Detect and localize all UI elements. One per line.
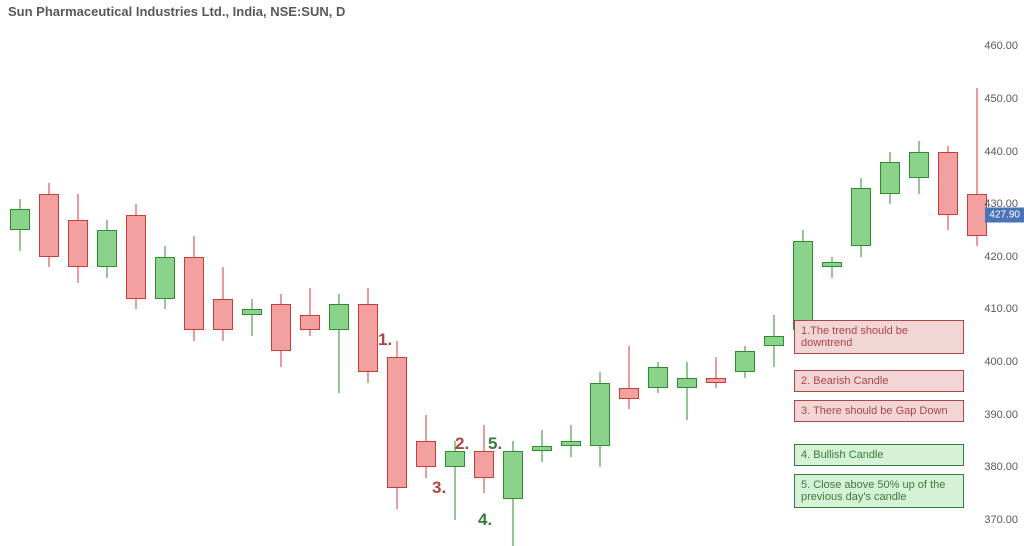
annotation-a4: 4.	[478, 510, 492, 530]
candle[interactable]	[184, 20, 204, 546]
candle[interactable]	[213, 20, 233, 546]
candle[interactable]	[503, 20, 523, 546]
candle[interactable]	[271, 20, 291, 546]
candle[interactable]	[706, 20, 726, 546]
candle[interactable]	[39, 20, 59, 546]
annotation-a3: 3.	[432, 478, 446, 498]
candle[interactable]	[329, 20, 349, 546]
candle-body	[764, 336, 784, 347]
candle[interactable]	[677, 20, 697, 546]
candle-body	[416, 441, 436, 467]
candle-body	[358, 304, 378, 372]
axis-tick: 400.00	[984, 356, 1018, 368]
candle[interactable]	[822, 20, 842, 546]
candle[interactable]	[619, 20, 639, 546]
candle-body	[474, 451, 494, 477]
axis-tick: 380.00	[984, 461, 1018, 473]
candle-body	[68, 220, 88, 267]
candle-body	[561, 441, 581, 446]
annotation-a1: 1.	[378, 330, 392, 350]
candle[interactable]	[851, 20, 871, 546]
candle-wick	[832, 257, 833, 278]
candle-body	[503, 451, 523, 498]
candle-body	[938, 152, 958, 215]
candle[interactable]	[416, 20, 436, 546]
legend-l5: 5. Close above 50% up of the previous da…	[794, 474, 964, 508]
candle-body	[851, 188, 871, 246]
candle-body	[822, 262, 842, 267]
candle[interactable]	[793, 20, 813, 546]
candle[interactable]	[242, 20, 262, 546]
axis-tick: 390.00	[984, 409, 1018, 421]
candle-body	[387, 357, 407, 489]
candle-body	[271, 304, 291, 351]
candle[interactable]	[126, 20, 146, 546]
candle-body	[677, 378, 697, 389]
candle[interactable]	[445, 20, 465, 546]
axis-tick: 370.00	[984, 514, 1018, 526]
candle-body	[242, 309, 262, 314]
candle[interactable]	[938, 20, 958, 546]
axis-tick: 420.00	[984, 251, 1018, 263]
candle-body	[880, 162, 900, 194]
candle-body	[155, 257, 175, 299]
legend-l1: 1.The trend should be downtrend	[794, 320, 964, 354]
candle[interactable]	[358, 20, 378, 546]
axis-tick: 460.00	[984, 40, 1018, 52]
candle-body	[10, 209, 30, 230]
candle-body	[909, 152, 929, 178]
candle-body	[619, 388, 639, 399]
candle-body	[532, 446, 552, 451]
candle[interactable]	[68, 20, 88, 546]
candle-body	[97, 230, 117, 267]
annotation-a5: 5.	[488, 434, 502, 454]
candle[interactable]	[10, 20, 30, 546]
candle-body	[184, 257, 204, 331]
candle[interactable]	[474, 20, 494, 546]
candle-body	[126, 215, 146, 299]
candle[interactable]	[880, 20, 900, 546]
axis-tick: 410.00	[984, 303, 1018, 315]
candle-body	[590, 383, 610, 446]
candle-body	[735, 351, 755, 372]
candle-wick	[716, 357, 717, 389]
candle-body	[213, 299, 233, 331]
candle[interactable]	[590, 20, 610, 546]
candle-body	[329, 304, 349, 330]
legend-l3: 3. There should be Gap Down	[794, 400, 964, 422]
axis-tick: 440.00	[984, 146, 1018, 158]
candle-wick	[687, 362, 688, 420]
annotation-a2: 2.	[455, 434, 469, 454]
candle[interactable]	[387, 20, 407, 546]
candle[interactable]	[532, 20, 552, 546]
current-price-tag: 427.90	[985, 208, 1024, 223]
candle-body	[648, 367, 668, 388]
price-axis: 370.00380.00390.00400.00410.00420.00430.…	[970, 20, 1024, 546]
candle-body	[300, 315, 320, 331]
candle[interactable]	[155, 20, 175, 546]
candle-body	[793, 241, 813, 330]
candle[interactable]	[735, 20, 755, 546]
legend-l4: 4. Bullish Candle	[794, 444, 964, 466]
axis-tick: 450.00	[984, 93, 1018, 105]
candle[interactable]	[909, 20, 929, 546]
candle[interactable]	[648, 20, 668, 546]
candlestick-chart[interactable]	[0, 20, 970, 546]
candle[interactable]	[300, 20, 320, 546]
legend-l2: 2. Bearish Candle	[794, 370, 964, 392]
candle-body	[706, 378, 726, 383]
candle[interactable]	[764, 20, 784, 546]
candle-body	[39, 194, 59, 257]
candle[interactable]	[561, 20, 581, 546]
candle[interactable]	[97, 20, 117, 546]
candle-wick	[252, 299, 253, 336]
candle-wick	[629, 346, 630, 409]
